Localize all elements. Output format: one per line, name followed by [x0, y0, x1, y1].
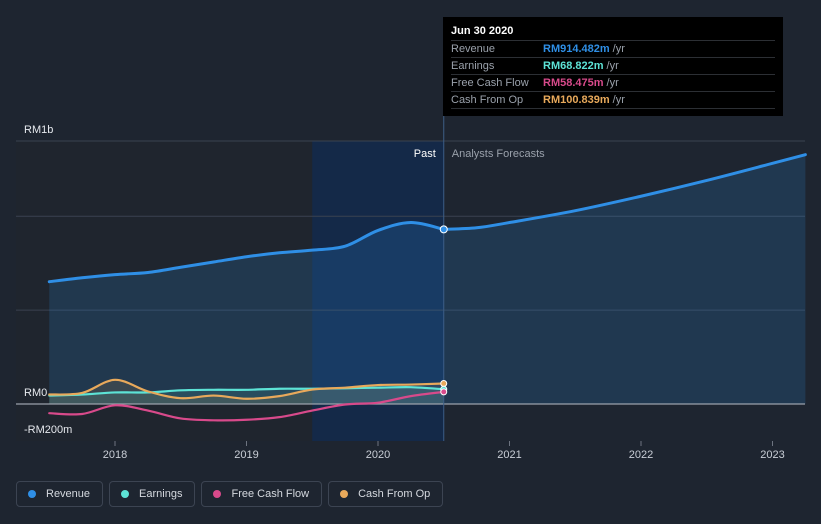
tooltip-unit: /yr — [612, 94, 625, 106]
tooltip-label: Revenue — [451, 43, 496, 55]
forecast-label: Analysts Forecasts — [452, 148, 545, 160]
y-axis-label: -RM200m — [24, 424, 72, 436]
chart-area: RM1b RM0 -RM200m 2018 2019 2020 2021 2022 2023 Pa… — [16, 17, 807, 461]
past-label: Past — [414, 148, 436, 160]
revenue-endpoint — [439, 225, 448, 234]
y-axis-label: RM0 — [24, 387, 47, 399]
revenue-dot-icon — [28, 490, 36, 498]
cash-from-op-endpoint — [440, 379, 448, 387]
series-area — [49, 379, 444, 404]
tooltip-row-cash-from-op: Cash From Op RM100.839m /yr — [451, 92, 775, 109]
legend-item-revenue[interactable]: Revenue — [16, 481, 104, 507]
x-tick-label: 2021 — [497, 449, 521, 461]
x-tick-label: 2023 — [760, 449, 784, 461]
tooltip-value: RM100.839m — [543, 94, 610, 106]
legend-item-earnings[interactable]: Earnings — [109, 481, 196, 507]
tooltip-value: RM58.475m — [543, 77, 604, 89]
legend-label: Earnings — [139, 488, 183, 500]
x-tick-label: 2018 — [103, 449, 127, 461]
chart-legend: Revenue Earnings Free Cash Flow Cash Fro… — [16, 481, 444, 507]
cash-from-op-line — [48, 378, 445, 400]
tooltip-row-earnings: Earnings RM68.822m /yr — [451, 58, 775, 75]
cash-from-op-dot-icon — [340, 490, 349, 498]
tooltip-unit: /yr — [606, 60, 619, 72]
y-axis-label: RM1b — [24, 124, 53, 136]
tooltip-label: Earnings — [451, 60, 495, 72]
legend-label: Free Cash Flow — [231, 488, 310, 500]
tooltip-label: Cash From Op — [451, 94, 524, 106]
legend-item-free-cash-flow[interactable]: Free Cash Flow — [201, 481, 323, 507]
revenue-line — [47, 221, 446, 284]
revenue-area — [49, 154, 806, 404]
tooltip-date: Jun 30 2020 — [451, 24, 775, 41]
free-cash-flow-endpoint — [440, 388, 448, 396]
data-tooltip: Jun 30 2020 Revenue RM914.482m /yr Earni… — [443, 17, 783, 116]
x-tick-label: 2022 — [629, 449, 653, 461]
tooltip-value: RM68.822m — [543, 60, 604, 72]
revenue-forecast-line — [442, 153, 807, 231]
x-tick-label: 2020 — [366, 449, 390, 461]
legend-label: Revenue — [46, 488, 91, 500]
legend-item-cash-from-op[interactable]: Cash From Op — [328, 481, 444, 507]
past-highlight-band — [312, 141, 444, 441]
free-cash-flow-line — [48, 390, 445, 422]
tooltip-row-free-cash-flow: Free Cash Flow RM58.475m /yr — [451, 75, 775, 92]
tooltip-label: Free Cash Flow — [451, 77, 529, 89]
tooltip-value: RM914.482m — [543, 43, 610, 55]
earnings-dot-icon — [121, 490, 130, 498]
x-tick-label: 2019 — [234, 449, 258, 461]
legend-label: Cash From Op — [358, 488, 431, 500]
series-area — [49, 387, 444, 404]
tooltip-unit: /yr — [606, 77, 619, 89]
earnings-line — [48, 386, 445, 397]
tooltip-unit: /yr — [612, 43, 625, 55]
tooltip-row-revenue: Revenue RM914.482m /yr — [451, 41, 775, 58]
free-cash-flow-dot-icon — [213, 490, 222, 498]
